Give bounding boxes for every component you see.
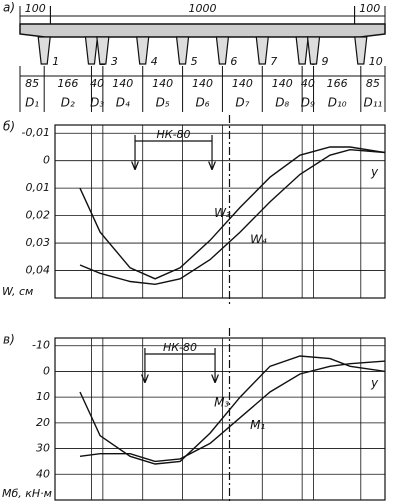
beam-number: 4	[151, 55, 158, 68]
panel-label: б)	[3, 120, 15, 134]
series-line	[79, 148, 386, 286]
y-tick-label: 0,02	[26, 209, 51, 222]
dimension-label: 85	[25, 77, 39, 90]
y-tick-label: 0	[43, 154, 50, 167]
series-label: M₃	[214, 396, 229, 410]
beam	[96, 36, 110, 65]
cell-label: D₁₀	[328, 96, 347, 110]
beam	[37, 36, 51, 65]
beam	[295, 36, 309, 65]
beam-number: 6	[230, 55, 237, 68]
beam	[136, 36, 150, 65]
beam	[255, 36, 269, 65]
cell-label: D₁₁	[363, 96, 382, 110]
dimension-label: 166	[327, 77, 348, 90]
cell-label: D₁	[25, 96, 39, 110]
dimension-label: 100	[25, 2, 46, 15]
y-tick-label: 0	[43, 364, 50, 377]
y-axis-label: W, см	[2, 285, 33, 298]
cell-label: D₇	[235, 96, 249, 110]
y-axis-label: Mб, кН·м	[2, 487, 52, 500]
series-line	[79, 146, 386, 280]
beam	[175, 36, 190, 65]
cell-label: D₃	[90, 96, 104, 110]
dimension-label: 40	[301, 77, 315, 90]
cell-label: D₉	[301, 96, 315, 110]
dimension-label: 140	[112, 77, 133, 90]
y-tick-label: 20	[36, 416, 50, 429]
panel-label: в)	[3, 333, 15, 347]
cell-label: D₄	[116, 96, 130, 110]
load-label: НК-80	[156, 128, 190, 141]
dimension-label: 166	[57, 77, 78, 90]
plot-frame	[54, 124, 386, 299]
dimension-label: 140	[272, 77, 293, 90]
series-label: M₁	[250, 418, 265, 432]
cell-label: D₈	[275, 96, 289, 110]
x-axis-label: y	[370, 376, 379, 390]
y-tick-label: 40	[36, 467, 50, 480]
dimension-label: 140	[192, 77, 213, 90]
beam	[84, 36, 99, 65]
dimension-label: 140	[152, 77, 173, 90]
dimension-label: 140	[232, 77, 253, 90]
panel-label: а)	[3, 1, 15, 15]
y-tick-label: 10	[36, 390, 50, 403]
y-tick-label: -0,01	[22, 126, 50, 139]
y-tick-label: 0,03	[26, 236, 51, 249]
cell-label: D₂	[61, 96, 75, 110]
beam-number: 3	[111, 55, 118, 68]
series-label: W₃	[214, 206, 231, 220]
x-axis-label: y	[370, 165, 379, 179]
beam-number: 5	[191, 55, 198, 68]
beam-number: 9	[322, 55, 329, 68]
dimension-label: 100	[359, 2, 380, 15]
series-line	[79, 355, 386, 465]
plot-frame	[54, 337, 386, 501]
load-label: НК-80	[163, 341, 197, 354]
beam	[354, 36, 368, 65]
series-label: W₄	[250, 233, 267, 247]
y-tick-label: 30	[36, 442, 50, 455]
deck-slab	[19, 23, 386, 38]
y-tick-label: -10	[32, 339, 50, 352]
cell-label: D₅	[156, 96, 170, 110]
beam	[306, 36, 321, 65]
beam-number: 10	[369, 55, 383, 68]
dimension-label: 40	[90, 77, 104, 90]
series-line	[79, 360, 386, 463]
y-tick-label: 0,01	[26, 181, 51, 194]
beam-number: 1	[52, 55, 59, 68]
y-tick-label: 0,04	[26, 264, 51, 277]
dimension-label: 1000	[189, 2, 217, 15]
beam-number: 7	[270, 55, 277, 68]
cell-label: D₆	[195, 96, 209, 110]
beam	[215, 36, 230, 65]
dimension-label: 85	[366, 77, 380, 90]
